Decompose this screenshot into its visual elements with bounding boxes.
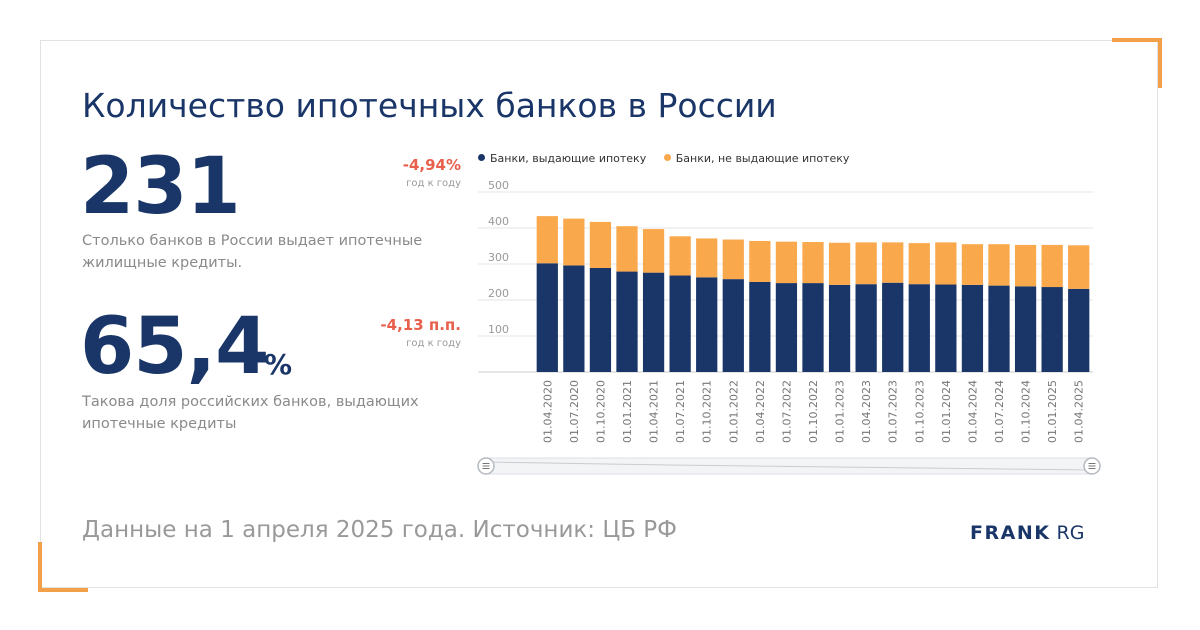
bar-segment-not-issuing[interactable]	[1014, 244, 1037, 287]
x-tick-label: 01.04.2024	[966, 380, 979, 443]
bar-segment-not-issuing[interactable]	[908, 243, 930, 285]
stat-share-value: 65,4	[80, 302, 269, 392]
x-tick-label: 01.04.2023	[860, 380, 873, 443]
chart-legend: Банки, выдающие ипотеку Банки, не выдающ…	[478, 152, 863, 165]
bar-segment-issuing[interactable]	[775, 283, 798, 372]
page-title: Количество ипотечных банков в России	[82, 86, 777, 125]
bar-segment-issuing[interactable]	[696, 277, 718, 372]
x-tick-label: 01.01.2022	[727, 380, 740, 443]
bar-segment-not-issuing[interactable]	[1041, 244, 1063, 288]
x-tick-label: 01.04.2020	[541, 380, 554, 443]
bar-segment-issuing[interactable]	[802, 283, 824, 372]
x-tick-label: 01.01.2021	[621, 380, 634, 443]
bar-segment-issuing[interactable]	[642, 272, 665, 372]
bar-segment-not-issuing[interactable]	[828, 242, 851, 285]
y-tick-label: 300	[488, 251, 509, 264]
bar-segment-issuing[interactable]	[935, 284, 957, 372]
stat-share-change: -4,13 п.п.	[380, 316, 461, 334]
y-tick-label: 100	[488, 323, 509, 336]
bar-segment-not-issuing[interactable]	[802, 242, 824, 284]
bar-segment-not-issuing[interactable]	[775, 241, 798, 284]
bar-segment-issuing[interactable]	[563, 265, 585, 372]
x-tick-label: 01.04.2021	[648, 380, 661, 443]
stat-banks-change: -4,94%	[402, 156, 461, 174]
x-tick-label: 01.01.2025	[1046, 380, 1059, 443]
bar-segment-not-issuing[interactable]	[589, 221, 612, 268]
x-tick-label: 01.01.2024	[940, 380, 953, 443]
bar-segment-not-issuing[interactable]	[616, 226, 638, 272]
bar-segment-not-issuing[interactable]	[696, 238, 718, 278]
bar-segment-not-issuing[interactable]	[961, 244, 984, 285]
bar-segment-issuing[interactable]	[882, 282, 904, 372]
legend-item-not-issuing[interactable]: Банки, не выдающие ипотеку	[663, 152, 850, 165]
y-tick-label: 200	[488, 287, 509, 300]
bar-segment-not-issuing[interactable]	[722, 239, 744, 280]
footer-source: Данные на 1 апреля 2025 года. Источник: …	[82, 517, 677, 543]
corner-accent-bottom-left	[38, 542, 88, 592]
legend-dot-navy	[478, 154, 485, 161]
x-tick-label: 01.04.2022	[754, 380, 767, 443]
x-tick-label: 01.10.2024	[1020, 380, 1033, 443]
bar-segment-issuing[interactable]	[669, 275, 691, 372]
bar-segment-not-issuing[interactable]	[1068, 245, 1090, 289]
y-tick-label: 400	[488, 215, 509, 228]
x-tick-label: 01.10.2023	[913, 380, 926, 443]
bar-segment-issuing[interactable]	[1014, 286, 1037, 372]
bar-segment-not-issuing[interactable]	[855, 242, 877, 285]
x-tick-label: 01.07.2024	[993, 380, 1006, 443]
bar-segment-not-issuing[interactable]	[988, 244, 1010, 286]
bar-segment-issuing[interactable]	[908, 284, 930, 372]
x-tick-label: 01.10.2020	[594, 380, 607, 443]
stat-share-change-label: год к году	[406, 338, 461, 349]
legend-label-issuing: Банки, выдающие ипотеку	[490, 152, 647, 165]
stacked-bar-chart: 100 200 300 400 500 01.04.2020 01.07.2020 01.10…	[477, 179, 1101, 475]
card-frame	[40, 40, 1158, 588]
x-tick-label: 01.07.2020	[568, 380, 581, 443]
bar-segment-issuing[interactable]	[616, 271, 638, 372]
bar-segment-issuing[interactable]	[1041, 287, 1063, 372]
bar-segment-issuing[interactable]	[589, 267, 612, 372]
stat-banks-count: 231	[80, 142, 241, 232]
stat-share-description: Такова доля российских банков, выдающих …	[82, 394, 419, 432]
bar-segment-issuing[interactable]	[988, 285, 1010, 372]
bar-segment-issuing[interactable]	[536, 263, 558, 372]
bar-segment-not-issuing[interactable]	[536, 216, 558, 264]
logo-bold: FRANK	[970, 522, 1051, 544]
logo-light: RG	[1056, 522, 1085, 544]
bar-segment-issuing[interactable]	[961, 284, 984, 372]
x-tick-label: 01.10.2022	[807, 380, 820, 443]
corner-accent-top-right	[1112, 38, 1162, 88]
x-tick-label: 01.01.2023	[834, 380, 847, 443]
legend-dot-orange	[663, 154, 671, 161]
logo: FRANK RG	[970, 522, 1084, 544]
bar-segment-not-issuing[interactable]	[642, 229, 665, 273]
legend-label-not-issuing: Банки, не выдающие ипотеку	[675, 152, 850, 165]
legend-item-issuing[interactable]: Банки, выдающие ипотеку	[478, 152, 646, 165]
x-tick-label: 01.07.2022	[780, 380, 793, 443]
bar-segment-not-issuing[interactable]	[669, 236, 691, 276]
range-navigator-line	[485, 461, 1093, 471]
bar-segment-issuing[interactable]	[1068, 288, 1090, 372]
x-tick-label: 01.07.2021	[674, 380, 687, 443]
stat-share-unit: %	[264, 348, 293, 381]
bar-segment-not-issuing[interactable]	[749, 240, 771, 282]
x-tick-label: 01.10.2021	[701, 380, 714, 443]
x-tick-label: 01.07.2023	[887, 380, 900, 443]
stat-banks-change-label: год к году	[406, 178, 461, 189]
bar-segment-issuing[interactable]	[855, 284, 877, 372]
stat-banks-description: Столько банков в России выдает ипотечные…	[82, 233, 423, 271]
bar-segment-not-issuing[interactable]	[563, 218, 585, 266]
y-tick-label: 500	[488, 179, 509, 192]
bar-segment-issuing[interactable]	[749, 282, 771, 372]
bar-segment-issuing[interactable]	[722, 279, 744, 372]
x-tick-label: 01.04.2025	[1073, 380, 1086, 443]
bar-segment-not-issuing[interactable]	[935, 242, 957, 285]
bar-segment-issuing[interactable]	[828, 284, 851, 372]
bar-segment-not-issuing[interactable]	[882, 242, 904, 283]
